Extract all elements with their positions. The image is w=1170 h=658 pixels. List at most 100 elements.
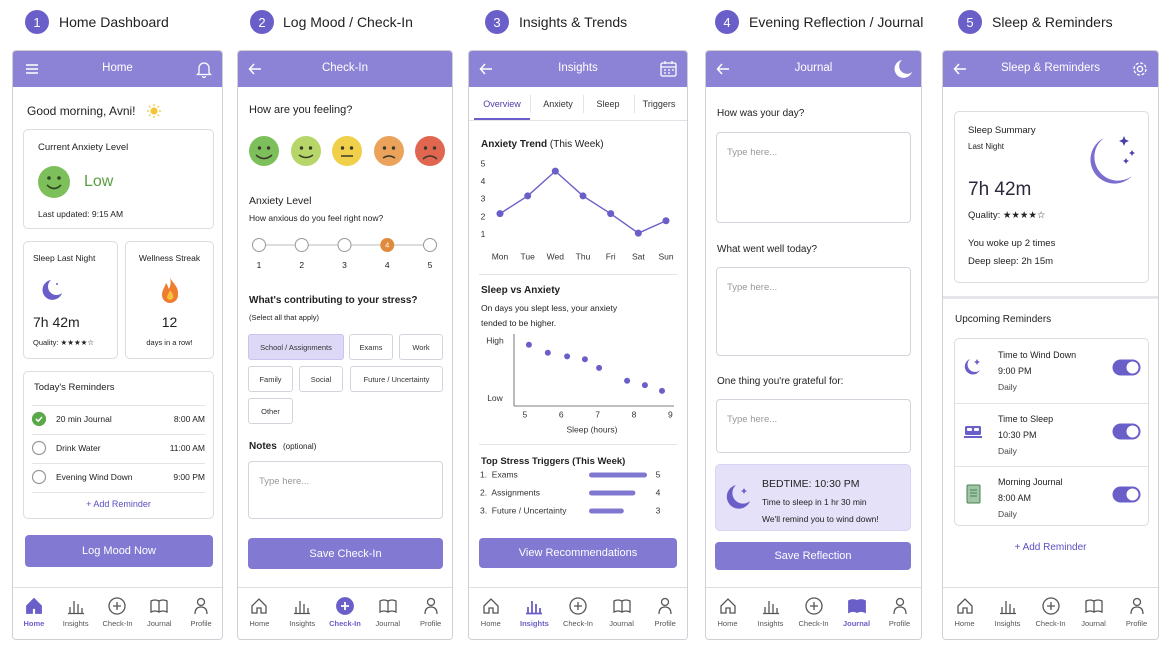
check-circle[interactable] bbox=[31, 469, 47, 485]
stress-chip[interactable]: Exams bbox=[349, 334, 393, 360]
nav-item[interactable]: Check-In bbox=[556, 588, 600, 639]
nav-label: Profile bbox=[654, 619, 676, 628]
stress-chip[interactable]: Work bbox=[399, 334, 443, 360]
add-reminder[interactable]: + Add Reminder bbox=[86, 499, 151, 509]
stress-chip[interactable]: Other bbox=[248, 398, 293, 424]
toggle[interactable] bbox=[1112, 359, 1141, 376]
x-tick-label: 5 bbox=[523, 409, 528, 419]
scale-selected: 4 bbox=[385, 240, 389, 249]
scale-option[interactable] bbox=[380, 238, 395, 252]
screen-checkin: Check-In How are you feeling? Anxiety Le… bbox=[237, 50, 453, 640]
log-mood-button[interactable]: Log Mood Now bbox=[25, 535, 213, 567]
scatter-point bbox=[525, 341, 532, 348]
nav-item[interactable]: Check-In bbox=[1029, 588, 1072, 639]
tab[interactable]: Triggers bbox=[642, 99, 676, 109]
icon-part bbox=[108, 597, 127, 615]
trend-point bbox=[524, 192, 532, 200]
scale-option[interactable] bbox=[337, 238, 352, 252]
nav-item[interactable]: Home bbox=[943, 588, 986, 639]
nav-item[interactable]: Profile bbox=[1115, 588, 1158, 639]
notes-input[interactable]: Type here... bbox=[248, 461, 443, 519]
nav-item[interactable]: Insights bbox=[749, 588, 792, 639]
separator bbox=[955, 466, 1148, 467]
icon-part bbox=[974, 427, 979, 431]
save-button[interactable]: Save Check-In bbox=[248, 538, 443, 569]
nav-item[interactable]: Home bbox=[238, 588, 281, 639]
nav-item[interactable]: Profile bbox=[180, 588, 222, 639]
nav-label: Home bbox=[954, 619, 975, 628]
back-icon[interactable] bbox=[248, 62, 262, 76]
add-reminder[interactable]: + Add Reminder bbox=[1014, 542, 1087, 553]
stress-chip[interactable]: Family bbox=[248, 366, 293, 392]
face bbox=[415, 136, 445, 166]
nav-item[interactable]: Insights bbox=[281, 588, 324, 639]
nav-item[interactable]: Journal bbox=[138, 588, 180, 639]
triggers-chart: 1. Exams 5 2. Assignments 4 3. Future / Unce… bbox=[480, 469, 661, 515]
settings-icon[interactable] bbox=[1131, 60, 1149, 78]
nav-label: Profile bbox=[888, 619, 911, 628]
scale-option[interactable] bbox=[423, 238, 437, 252]
nav-item[interactable]: Check-In bbox=[97, 588, 139, 639]
nav-icon bbox=[1041, 597, 1060, 615]
nav-item[interactable]: Journal bbox=[600, 588, 644, 639]
stress-chip[interactable]: School / Assignments bbox=[248, 334, 344, 360]
nav-item[interactable]: Profile bbox=[878, 588, 921, 639]
tab[interactable]: Overview bbox=[483, 99, 521, 109]
toggle-knob bbox=[1126, 361, 1139, 374]
nav-item[interactable]: Home bbox=[706, 588, 749, 639]
scale-option[interactable] bbox=[252, 238, 266, 252]
placeholder: Type here... bbox=[727, 282, 778, 293]
x-tick-label: 6 bbox=[559, 409, 564, 419]
nav-item[interactable]: Insights bbox=[986, 588, 1029, 639]
moon-icon[interactable] bbox=[893, 59, 913, 79]
text-input[interactable]: Type here... bbox=[716, 267, 911, 356]
nav-item[interactable]: Check-In bbox=[792, 588, 835, 639]
back-icon[interactable] bbox=[479, 62, 493, 76]
check-circle[interactable] bbox=[31, 411, 47, 427]
anxiety-level: Low bbox=[84, 173, 114, 190]
path bbox=[147, 104, 161, 118]
icon-part bbox=[1084, 599, 1103, 614]
scale-option[interactable] bbox=[294, 238, 309, 252]
text-input[interactable]: Type here... bbox=[716, 132, 911, 223]
nav-icon bbox=[956, 598, 973, 614]
nav-item[interactable]: Insights bbox=[513, 588, 557, 639]
sun-icon bbox=[147, 104, 161, 118]
face bbox=[249, 136, 279, 166]
nav-item[interactable]: Home bbox=[469, 588, 513, 639]
nav-item[interactable]: Journal bbox=[1072, 588, 1115, 639]
mood-face[interactable] bbox=[249, 136, 279, 166]
toggle[interactable] bbox=[1112, 486, 1141, 503]
rect bbox=[660, 62, 677, 77]
nav-label: Journal bbox=[146, 619, 172, 628]
nav-item[interactable]: Insights bbox=[55, 588, 97, 639]
back-icon[interactable] bbox=[716, 62, 730, 76]
nav-item[interactable]: Journal bbox=[835, 588, 878, 639]
icon-part bbox=[194, 606, 208, 615]
check-circle[interactable] bbox=[31, 440, 47, 456]
toggle[interactable] bbox=[1112, 423, 1141, 440]
bell-icon[interactable] bbox=[196, 60, 212, 78]
icon-part bbox=[196, 597, 206, 607]
tab[interactable]: Sleep bbox=[596, 99, 620, 109]
nav-item[interactable]: Profile bbox=[409, 588, 452, 639]
reminder-title: Time to Wind Down bbox=[998, 350, 1077, 360]
tab[interactable]: Anxiety bbox=[543, 99, 573, 109]
back-icon[interactable] bbox=[953, 62, 967, 76]
save-button[interactable]: Save Reflection bbox=[715, 542, 911, 570]
scale-label: 2 bbox=[299, 260, 305, 270]
recommendations-button[interactable]: View Recommendations bbox=[479, 538, 677, 568]
calendar-icon[interactable] bbox=[660, 60, 677, 77]
menu-icon[interactable] bbox=[25, 62, 39, 76]
stress-chip[interactable]: Social bbox=[299, 366, 343, 392]
mood-face[interactable] bbox=[373, 136, 404, 166]
nav-item[interactable]: Home bbox=[13, 588, 55, 639]
text-input[interactable]: Type here... bbox=[716, 399, 911, 453]
nav-item[interactable]: Journal bbox=[366, 588, 409, 639]
nav-item[interactable]: Check-In bbox=[324, 588, 367, 639]
mood-face[interactable] bbox=[415, 136, 445, 166]
mood-face[interactable] bbox=[332, 136, 362, 166]
nav-item[interactable]: Profile bbox=[643, 588, 687, 639]
stress-chip[interactable]: Future / Uncertainty bbox=[350, 366, 443, 392]
mood-face[interactable] bbox=[290, 136, 321, 166]
